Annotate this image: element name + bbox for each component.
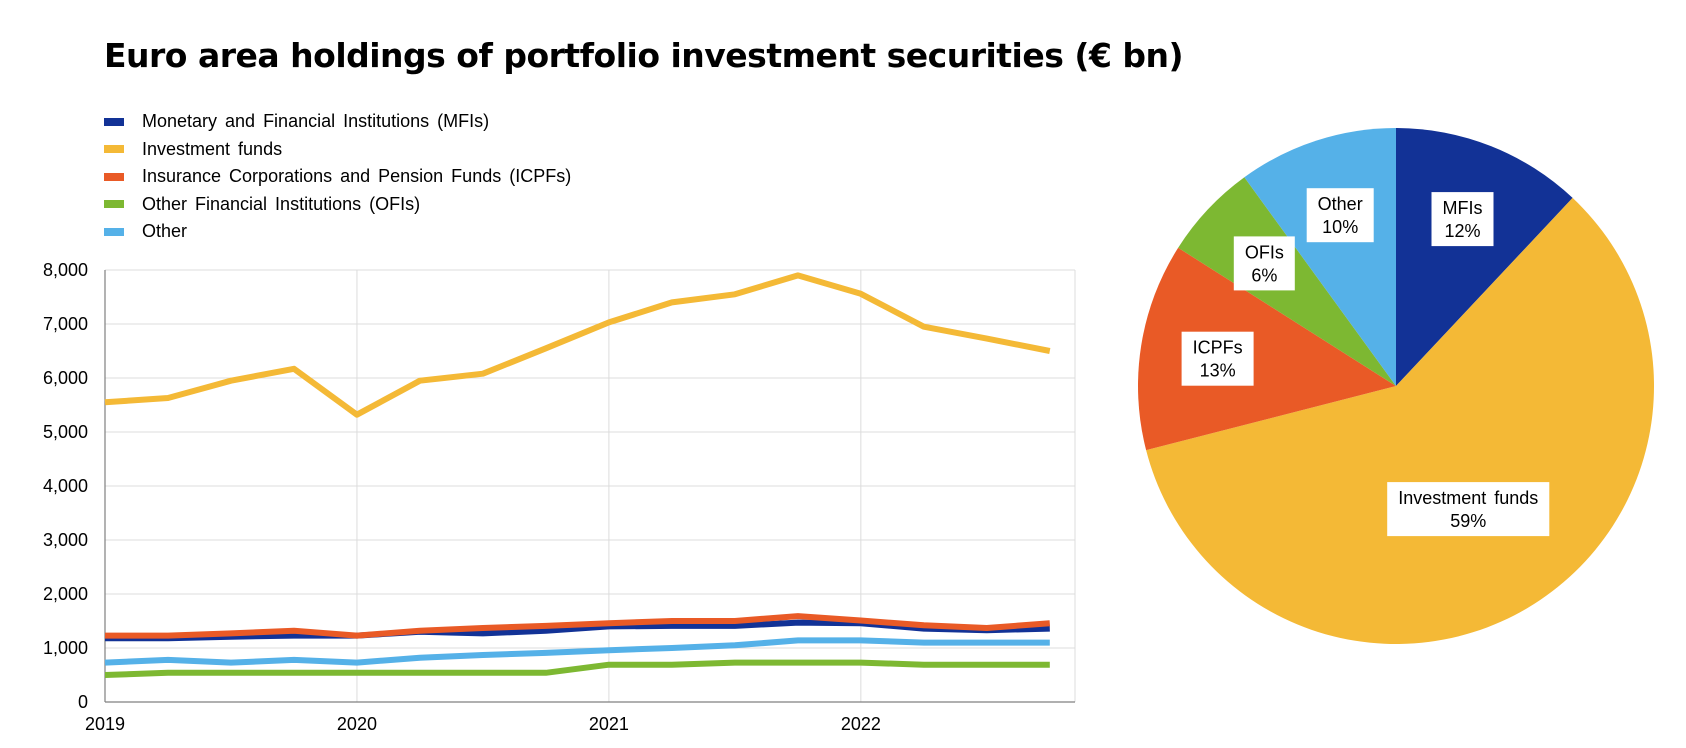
y-tick-label: 0 [78,692,88,712]
pie-label-box [1233,236,1295,291]
legend-swatch-ofi [104,200,124,209]
pie-slice-icpf [1138,247,1396,451]
x-tick-label: 2020 [337,714,377,734]
y-tick-label: 8,000 [43,260,88,280]
legend-label-other: Other [142,221,188,242]
pie-label-box [1431,192,1494,247]
pie-label-percent: 6% [1251,265,1277,285]
y-tick-label: 5,000 [43,422,88,442]
legend-item-investment-funds: Investment funds [104,136,571,164]
y-tick-label: 3,000 [43,530,88,550]
series-line-other [104,637,1050,666]
y-tick-label: 4,000 [43,476,88,496]
pie-label-investment-funds: Investment funds 59% [1387,482,1550,537]
legend-label-investment-funds: Investment funds [142,138,283,159]
pie-labels: MFIs 12% Investment funds 59% ICPFs 13% OFIs 6%… [1181,188,1550,537]
pie-label-percent: 59% [1450,511,1486,531]
pie-label-name: Other [1318,194,1363,214]
pie-label-icpf: ICPFs 13% [1181,331,1254,386]
series-line-icpf [105,613,1051,639]
y-tick-label: 1,000 [43,638,88,658]
pie-label-box [1387,482,1550,537]
y-tick-label: 6,000 [43,368,88,388]
legend-swatch-other [104,227,124,236]
x-tick-label: 2022 [841,714,881,734]
line-chart-series [104,272,1051,678]
series-line-ofi [104,659,1050,678]
legend-swatch-mfi [104,117,124,126]
x-tick-label: 2021 [589,714,629,734]
pie-chart [1138,128,1655,645]
legend-item-other: Other [104,218,571,246]
y-tick-label: 7,000 [43,314,88,334]
legend-swatch-investment-funds [104,145,124,154]
legend-item-mfi: Monetary and Financial Institutions (MFI… [104,108,571,136]
pie-label-name: MFIs [1442,198,1482,218]
y-tick-label: 2,000 [43,584,88,604]
pie-label-name: ICPFs [1193,338,1243,358]
pie-label-name: OFIs [1245,242,1284,262]
pie-label-percent: 12% [1444,221,1480,241]
pie-label-mfi: MFIs 12% [1431,192,1494,247]
pie-label-percent: 10% [1322,217,1358,237]
legend-swatch-icpf [104,172,124,181]
pie-label-ofi: OFIs 6% [1233,236,1295,291]
chart-title: Euro area holdings of portfolio investme… [104,36,1184,75]
legend-label-mfi: Monetary and Financial Institutions (MFI… [142,111,490,132]
legend-item-icpf: Insurance Corporations and Pension Funds… [104,163,571,191]
legend-item-ofi: Other Financial Institutions (OFIs) [104,191,571,219]
x-tick-label: 2019 [85,714,125,734]
series-line-investment-funds [104,272,1051,418]
line-chart-axes: 0 1,000 2,000 3,000 4,000 5,000 6,000 7,000 8,00… [43,260,1075,734]
pie-label-name: Investment funds [1398,488,1538,508]
pie-label-percent: 13% [1200,361,1236,381]
line-chart-grid [105,269,1076,702]
pie-label-other: Other 10% [1306,188,1374,243]
pie-label-box [1181,331,1254,386]
legend-label-ofi: Other Financial Institutions (OFIs) [142,193,421,214]
legend-label-icpf: Insurance Corporations and Pension Funds… [142,166,572,187]
pie-label-box [1306,188,1374,243]
legend: Monetary and Financial Institutions (MFI… [104,108,571,246]
